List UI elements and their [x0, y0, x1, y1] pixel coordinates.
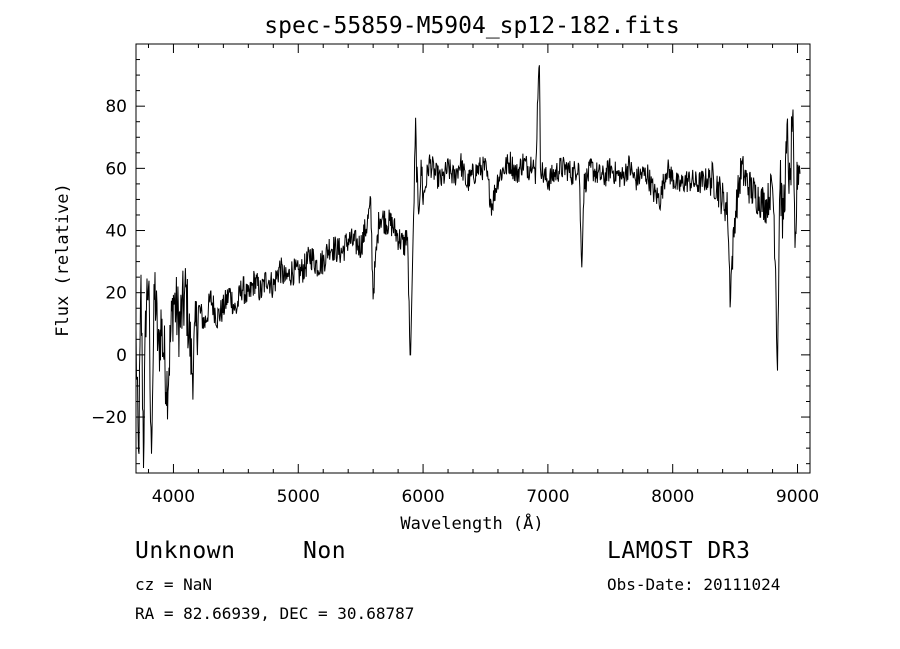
x-tick-label: 9000 — [776, 487, 819, 507]
x-tick-label: 7000 — [526, 487, 569, 507]
x-tick-label: 5000 — [277, 487, 320, 507]
y-tick-label: 60 — [105, 159, 127, 179]
x-tick-label: 8000 — [651, 487, 694, 507]
x-tick-label: 6000 — [401, 487, 444, 507]
y-tick-label: 0 — [116, 346, 127, 366]
object-class: Unknown — [135, 538, 236, 564]
survey-name: LAMOST DR3 — [607, 538, 751, 564]
x-tick-label: 4000 — [152, 487, 195, 507]
coordinates: RA = 82.66939, DEC = 30.68787 — [135, 604, 415, 623]
y-tick-label: 40 — [105, 222, 127, 242]
spectrum-series-line — [135, 65, 801, 469]
y-tick-label: 80 — [105, 97, 127, 117]
y-tick-label: 20 — [105, 284, 127, 304]
plot-frame — [135, 43, 811, 474]
redshift-cz: cz = NaN — [135, 575, 213, 594]
object-subclass: Non — [303, 538, 347, 564]
axis-ticks — [136, 44, 810, 473]
y-axis-label: Flux (relative) — [53, 183, 73, 337]
chart-title: spec-55859-M5904_sp12-182.fits — [264, 13, 679, 39]
x-axis-label: Wavelength (Å) — [400, 512, 543, 534]
observation-date: Obs-Date: 20111024 — [607, 575, 781, 594]
axis-tick-labels: 4000 5000 6000 7000 8000 9000 −20 0 20 40 60 80 — [91, 97, 819, 507]
y-tick-label: −20 — [91, 408, 127, 428]
